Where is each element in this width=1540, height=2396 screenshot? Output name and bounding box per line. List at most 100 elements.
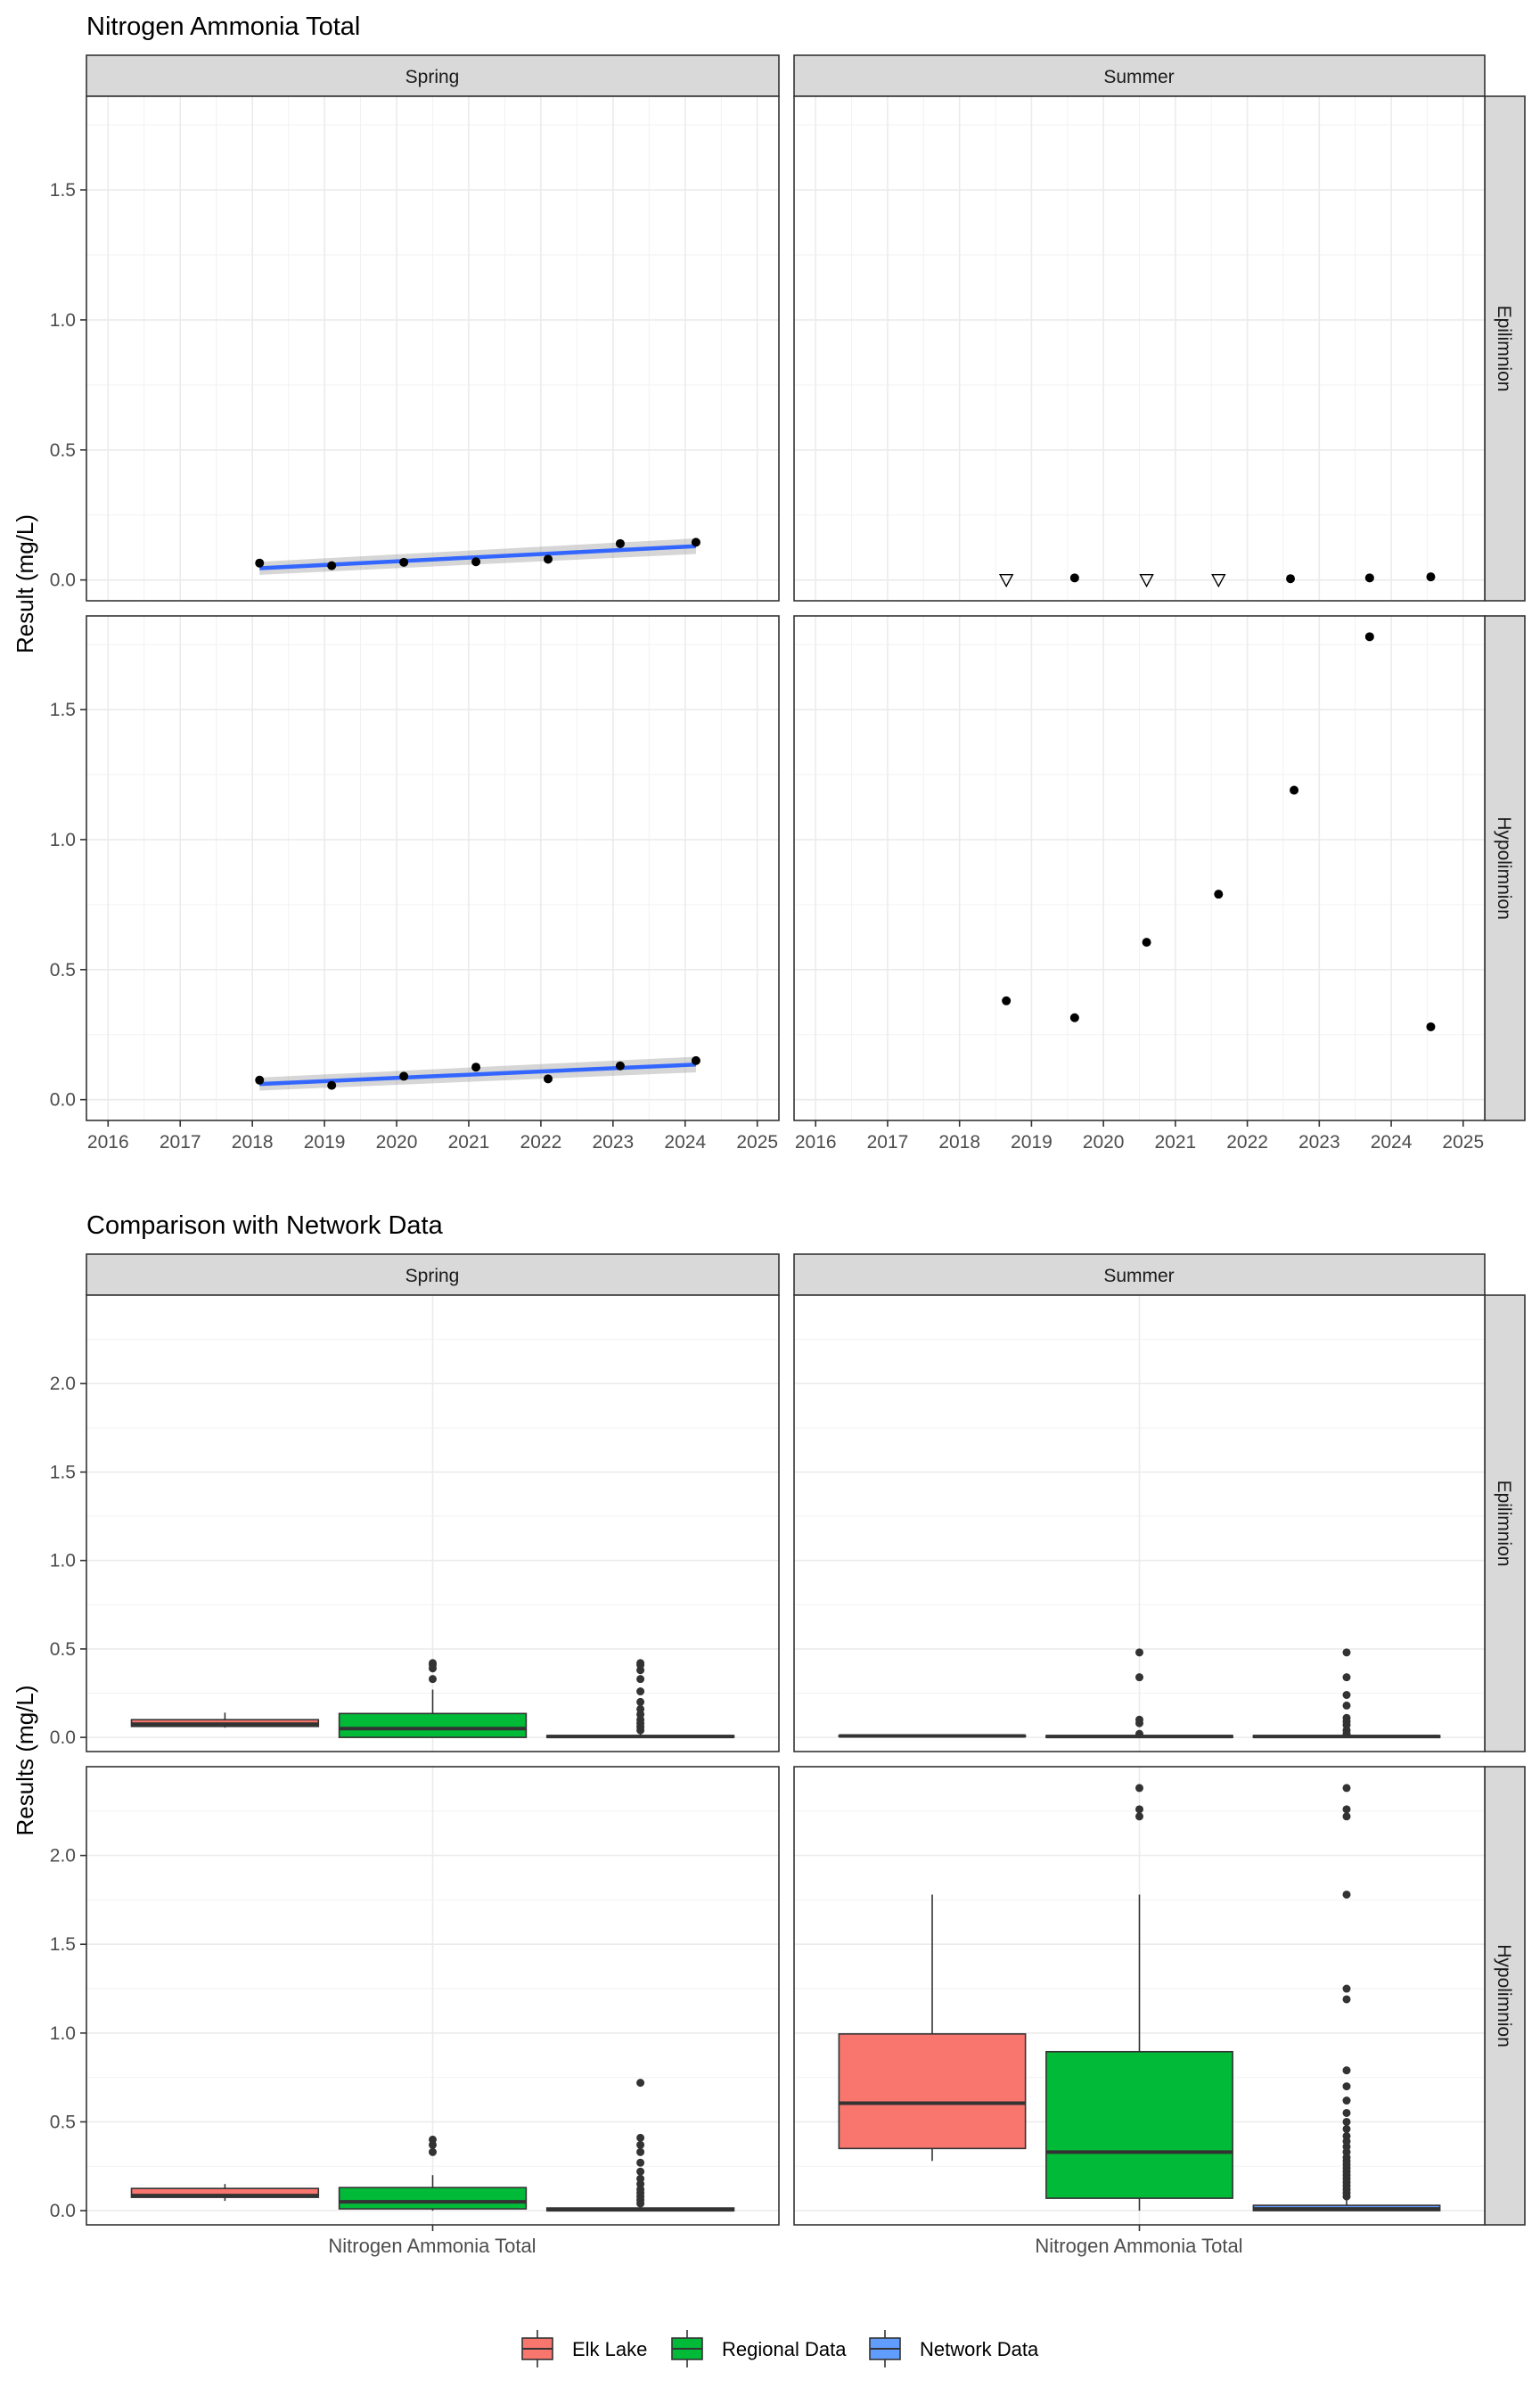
outlier-point	[1342, 1784, 1351, 1793]
data-point	[1364, 573, 1374, 583]
strip-label: Spring	[405, 67, 460, 87]
data-point	[1069, 1013, 1079, 1022]
legend: Elk Lake Regional Data Network Data	[521, 2330, 1039, 2367]
data-point	[255, 1075, 265, 1085]
outlier-point	[1342, 2096, 1351, 2105]
strip-hypolimnion-comparison: Hypolimnion	[1484, 1766, 1526, 2226]
outlier-point	[429, 1675, 437, 1684]
box-network-data	[1252, 1648, 1441, 1739]
y-tick-label: 0.0	[50, 1727, 76, 1748]
outlier-point	[429, 2147, 437, 2156]
outlier-point	[636, 2174, 645, 2183]
panel-border	[793, 615, 1486, 1121]
y-tick-label: 0.5	[50, 440, 76, 461]
x-tick-label: 2017	[867, 1132, 909, 1153]
box-elk-lake	[838, 1734, 1027, 1738]
x-tick-label: 2017	[160, 1132, 201, 1153]
box-network-data	[1252, 1784, 1441, 2211]
panel-border	[793, 95, 1486, 602]
x-tick-label: 2019	[304, 1132, 346, 1153]
box-panels: 0.0 0.5 1.0 1.5 2.0 0.0 0.5 1.0 1.5 2.0	[50, 1294, 1486, 2231]
outlier-point	[1135, 1784, 1143, 1793]
box-network-data	[545, 1659, 735, 1739]
data-point	[471, 557, 481, 567]
y-tick-label: 1.5	[50, 700, 76, 720]
chart-title-trend: Nitrogen Ammonia Total	[86, 12, 360, 41]
outlier-point	[1342, 1812, 1351, 1821]
strip-summer-comparison: Summer	[793, 1253, 1486, 1296]
outlier-point	[429, 1659, 437, 1668]
legend-label: Network Data	[920, 2338, 1039, 2360]
data-point	[327, 1080, 337, 1090]
panel-spring-hypolimnion: 0.0 0.5 1.0 1.5 2016 2017 2018 2019 2020 2021 2022…	[50, 615, 780, 1153]
strip-label: Hypolimnion	[1494, 816, 1514, 920]
data-point	[399, 1071, 409, 1081]
box-panel-spring-hypolimnion: 0.0 0.5 1.0 1.5 2.0	[50, 1766, 780, 2231]
outlier-point	[1342, 1648, 1351, 1657]
outlier-point	[636, 1697, 645, 1706]
outlier-point	[636, 2167, 645, 2176]
strip-label: Summer	[1103, 1266, 1174, 1286]
chart-title-comparison: Comparison with Network Data	[86, 1211, 444, 1240]
x-tick-label: 2022	[1226, 1132, 1268, 1153]
x-tick-label: 2023	[1298, 1132, 1340, 1153]
panel-border	[86, 1294, 780, 1752]
box-body	[338, 2187, 528, 2210]
x-tick-label: 2016	[795, 1132, 837, 1153]
y-tick-label: 1.5	[50, 180, 76, 201]
strip-epilimnion-comparison: Epilimnion	[1484, 1294, 1526, 1752]
outlier-point	[636, 1659, 645, 1668]
data-point	[255, 558, 265, 568]
data-point	[615, 538, 625, 548]
outlier-point	[1342, 2066, 1351, 2075]
legend-item-regional-data: Regional Data	[671, 2330, 847, 2367]
panel-spring-epilimnion: 0.0 0.5 1.0 1.5	[50, 95, 780, 602]
outlier-point	[1342, 1984, 1351, 1993]
y-tick-label: 1.5	[50, 1462, 76, 1482]
outlier-point	[1342, 1713, 1351, 1722]
outlier-point	[1135, 1729, 1143, 1738]
panel-border	[793, 1294, 1486, 1752]
outlier-point	[636, 2079, 645, 2088]
box-regional-data	[1045, 1784, 1233, 2211]
outlier-point	[1342, 2117, 1351, 2126]
y-axis-label-comparison: Results (mg/L)	[12, 1685, 38, 1835]
data-point	[1002, 996, 1012, 1005]
outlier-point	[429, 2135, 437, 2144]
strip-hypolimnion-trend: Hypolimnion	[1484, 615, 1526, 1121]
data-point	[1069, 573, 1079, 583]
x-tick-label: 2023	[592, 1132, 634, 1153]
outlier-point	[1342, 1890, 1351, 1899]
data-point	[544, 1074, 553, 1084]
box-regional-data	[338, 1659, 528, 1738]
panel-border	[86, 615, 780, 1121]
nondetect-point	[998, 573, 1014, 588]
outlier-point	[636, 1704, 645, 1713]
data-point	[1290, 785, 1299, 795]
data-point	[399, 557, 409, 567]
category-label-spring: Nitrogen Ammonia Total	[328, 2235, 536, 2257]
data-point	[1142, 938, 1151, 948]
data-point	[1364, 632, 1374, 642]
data-point	[615, 1061, 625, 1071]
box-panel-spring-epilimnion: 0.0 0.5 1.0 1.5 2.0	[50, 1294, 780, 1752]
data-point	[691, 537, 700, 547]
box-regional-data	[1045, 1648, 1233, 1739]
x-tick-label: 2020	[1083, 1132, 1125, 1153]
y-tick-label: 0.0	[50, 570, 76, 591]
outlier-point	[1135, 1812, 1143, 1821]
y-tick-label: 0.5	[50, 2112, 76, 2132]
box-regional-data	[338, 2135, 528, 2211]
outlier-point	[1342, 1690, 1351, 1699]
box-elk-lake	[130, 1712, 320, 1728]
strip-label: Hypolimnion	[1494, 1944, 1514, 2047]
outlier-point	[1342, 2124, 1351, 2133]
x-tick-label: 2025	[736, 1132, 778, 1153]
y-tick-label: 0.5	[50, 1639, 76, 1660]
legend-item-network-data: Network Data	[869, 2330, 1039, 2367]
data-point	[1286, 574, 1296, 584]
data-point	[1426, 572, 1436, 582]
data-point	[544, 554, 553, 564]
strip-spring-comparison: Spring	[86, 1253, 780, 1296]
panel-summer-hypolimnion: 2016 2017 2018 2019 2020 2021 2022 2023 2024 2025	[793, 615, 1486, 1153]
